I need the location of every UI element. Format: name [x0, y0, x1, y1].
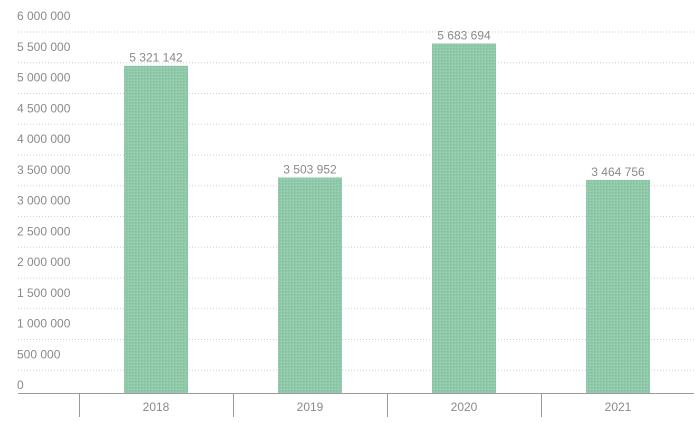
y-tick-label: 6 000 000 [17, 9, 71, 23]
y-axis-tick-labels: 0 500 000 1 000 000 1 500 000 2 000 000 2 500… [17, 9, 71, 392]
data-label-2019: 3 503 952 [283, 163, 337, 177]
y-tick-label: 4 500 000 [17, 101, 71, 115]
y-tick-label: 0 [17, 378, 24, 392]
x-tick-label-2018: 2018 [143, 400, 170, 414]
data-label-2018: 5 321 142 [129, 51, 183, 65]
x-tick-label-2020: 2020 [451, 400, 478, 414]
y-tick-label: 1 500 000 [17, 286, 71, 300]
x-tick-label-2019: 2019 [297, 400, 324, 414]
y-tick-label: 2 000 000 [17, 255, 71, 269]
bar-2019 [278, 177, 342, 393]
y-tick-label: 500 000 [17, 347, 61, 361]
x-axis: 2018 2019 2020 2021 [18, 393, 694, 417]
y-tick-label: 1 000 000 [17, 317, 71, 331]
y-tick-label: 3 500 000 [17, 163, 71, 177]
data-label-2020: 5 683 694 [437, 28, 491, 42]
bar-2018 [124, 65, 188, 394]
y-tick-label: 4 000 000 [17, 132, 71, 146]
x-tick-label-2021: 2021 [605, 400, 632, 414]
y-tick-label: 5 500 000 [17, 40, 71, 54]
bar-2020 [432, 43, 496, 393]
bars [124, 43, 650, 394]
y-tick-label: 2 500 000 [17, 224, 71, 238]
y-tick-label: 3 000 000 [17, 194, 71, 208]
bar-2021 [586, 179, 650, 393]
y-tick-label: 5 000 000 [17, 71, 71, 85]
data-labels: 5 321 142 3 503 952 5 683 694 3 464 756 [129, 28, 645, 178]
data-label-2021: 3 464 756 [591, 165, 645, 179]
